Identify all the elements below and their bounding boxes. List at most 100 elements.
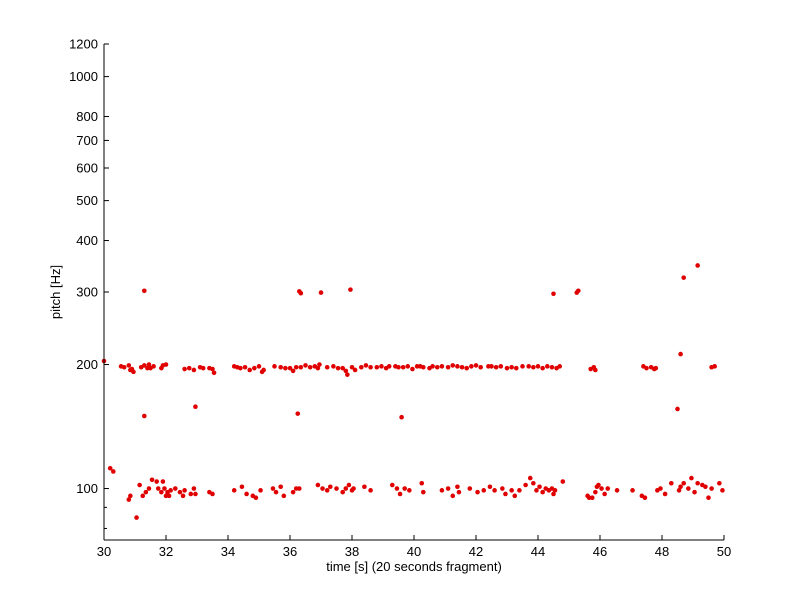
pitch-point <box>334 486 339 491</box>
pitch-point <box>340 365 346 371</box>
pitch-point <box>242 364 248 370</box>
pitch-point <box>293 364 299 370</box>
pitch-point <box>238 365 243 371</box>
pitch-point <box>177 489 183 495</box>
pitch-point <box>545 364 550 369</box>
pitch-point <box>517 488 522 493</box>
pitch-point <box>386 364 392 369</box>
pitch-point <box>143 489 149 495</box>
pitch-point <box>142 413 147 419</box>
pitch-point <box>662 491 668 497</box>
pitch-point <box>159 489 164 495</box>
pitch-point <box>526 364 531 369</box>
pitch-point <box>678 351 683 357</box>
pitch-point <box>193 404 198 410</box>
pitch-point <box>239 484 245 490</box>
x-tick-label: 34 <box>221 544 235 559</box>
pitch-point <box>303 363 308 368</box>
pitch-point <box>247 367 252 373</box>
pitch-point <box>281 493 287 499</box>
pitch-point <box>489 364 494 369</box>
pitch-point <box>599 486 604 491</box>
pitch-point <box>695 263 700 268</box>
pitch-point <box>146 486 152 491</box>
pitch-point <box>689 475 694 481</box>
pitch-point <box>182 488 187 493</box>
pitch-point <box>605 486 611 491</box>
pitch-point <box>658 486 663 491</box>
pitch-point <box>445 364 451 370</box>
pitch-point <box>405 364 411 369</box>
pitch-point <box>695 480 700 486</box>
pitch-point <box>703 484 708 490</box>
pitch-point <box>534 488 539 493</box>
pitch-point <box>430 364 435 369</box>
pitch-point <box>272 364 277 369</box>
pitch-point <box>394 486 400 491</box>
y-tick-label: 300 <box>76 285 98 300</box>
pitch-point <box>173 486 178 491</box>
pitch-point <box>121 364 127 370</box>
y-tick-label: 600 <box>76 161 98 176</box>
pitch-point <box>290 489 296 495</box>
pitch-point <box>343 486 349 491</box>
pitch-point <box>681 480 686 486</box>
pitch-point <box>551 491 556 497</box>
pitch-point <box>469 364 474 369</box>
pitch-point <box>551 291 556 297</box>
pitch-point <box>717 480 722 486</box>
pitch-point <box>642 495 648 501</box>
pitch-point <box>331 364 336 369</box>
pitch-point <box>343 368 349 374</box>
pitch-point <box>278 364 284 370</box>
pitch-point <box>151 364 156 369</box>
pitch-point <box>317 362 322 367</box>
pitch-point <box>596 482 601 488</box>
pitch-point <box>557 364 562 369</box>
pitch-point <box>537 484 542 490</box>
pitch-point <box>644 365 649 371</box>
pitch-point <box>552 488 558 493</box>
pitch-point <box>146 362 152 367</box>
pitch-point <box>273 489 279 495</box>
pitch-point <box>191 486 197 491</box>
pitch-point <box>492 488 497 493</box>
pitch-point <box>335 365 341 371</box>
pitch-point <box>681 275 686 280</box>
pitch-point <box>481 488 487 493</box>
pitch-point <box>126 497 132 502</box>
pitch-point <box>549 364 555 370</box>
pitch-point <box>676 488 682 493</box>
pitch-point <box>182 366 187 372</box>
pitch-point <box>410 366 415 372</box>
x-tick-label: 38 <box>345 544 359 559</box>
pitch-point <box>258 488 263 493</box>
pitch-point <box>297 486 302 491</box>
pitch-point <box>692 489 697 495</box>
y-tick-label: 700 <box>76 133 98 148</box>
x-tick-label: 44 <box>531 544 545 559</box>
pitch-point <box>630 488 635 493</box>
pitch-point <box>352 367 358 373</box>
pitch-point <box>193 491 198 497</box>
pitch-point <box>160 479 166 484</box>
pitch-point <box>320 486 325 491</box>
pitch-point <box>706 495 711 501</box>
pitch-point <box>439 488 445 493</box>
y-tick-label: 100 <box>76 481 98 496</box>
pitch-point <box>149 477 155 483</box>
pitch-point <box>111 469 116 474</box>
pitch-point <box>478 364 483 370</box>
pitch-point <box>340 489 346 495</box>
pitch-point <box>669 480 674 486</box>
y-axis-title: pitch [Hz] <box>48 265 63 319</box>
x-tick-label: 50 <box>717 544 731 559</box>
axis-ticks: 30 32 34 36 38 40 42 44 46 48 50 100 200 300 400 500 600… <box>69 37 731 560</box>
pitch-point <box>720 488 725 493</box>
pitch-point <box>155 486 161 491</box>
pitch-point <box>211 370 217 376</box>
x-tick-label: 32 <box>159 544 173 559</box>
pitch-point <box>298 290 304 296</box>
